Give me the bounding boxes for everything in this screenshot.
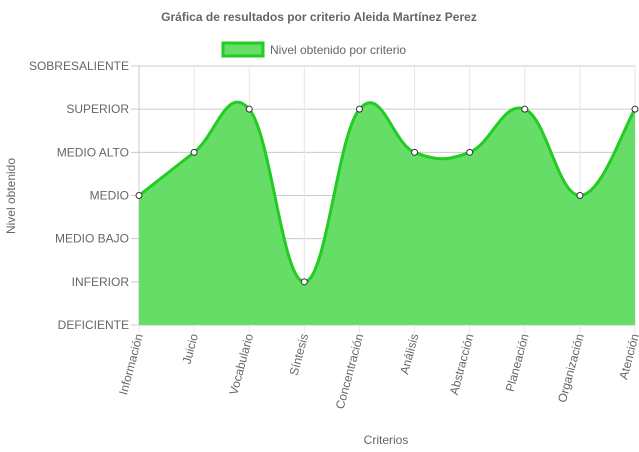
x-tick-label: Atención: [616, 332, 639, 381]
x-tick-label: Información: [116, 332, 146, 396]
data-point[interactable]: [521, 105, 529, 113]
x-axis: Información Juicio Vocabulario Síntesis Conc…: [116, 332, 639, 411]
y-tick-label: DEFICIENTE: [58, 318, 129, 332]
data-point[interactable]: [135, 192, 143, 199]
legend-label: Nivel obtenido por criterio: [270, 43, 406, 57]
y-axis: DEFICIENTE INFERIOR MEDIO BAJO MEDIO MEDIO A…: [29, 59, 129, 332]
chart-title: Gráfica de resultados por criterio Aleid…: [161, 10, 477, 24]
x-tick-label: Juicio: [180, 332, 202, 366]
data-points: [135, 105, 639, 286]
y-tick-label: MEDIO: [90, 189, 129, 203]
area-fill: [139, 102, 635, 325]
x-tick-label: Abstracción: [447, 332, 477, 396]
series-line: [138, 100, 637, 284]
data-point[interactable]: [190, 148, 198, 156]
data-point[interactable]: [245, 105, 253, 113]
series-area: [138, 100, 637, 325]
x-tick-label: Análisis: [397, 332, 421, 376]
legend-swatch: [221, 41, 265, 58]
x-tick-label: Síntesis: [287, 332, 312, 377]
x-axis-title: Criterios: [364, 433, 409, 447]
data-point[interactable]: [631, 105, 639, 113]
data-point[interactable]: [355, 105, 363, 113]
data-point[interactable]: [300, 278, 308, 286]
x-tick-label: Concentración: [333, 332, 367, 410]
y-tick-label: INFERIOR: [72, 275, 130, 289]
x-tick-label: Planeación: [503, 332, 532, 393]
x-tick-label: Vocabulario: [226, 332, 256, 397]
y-axis-title: Nivel obtenido: [4, 158, 18, 234]
x-tick-label: Organización: [555, 332, 587, 404]
data-point[interactable]: [411, 148, 419, 156]
y-tick-label: SUPERIOR: [66, 102, 129, 116]
data-point[interactable]: [466, 148, 474, 156]
data-point[interactable]: [576, 192, 584, 199]
y-tick-label: SOBRESALIENTE: [29, 59, 129, 73]
y-tick-label: MEDIO ALTO: [57, 145, 129, 159]
legend[interactable]: Nivel obtenido por criterio: [221, 41, 406, 58]
y-tick-label: MEDIO BAJO: [55, 232, 129, 246]
